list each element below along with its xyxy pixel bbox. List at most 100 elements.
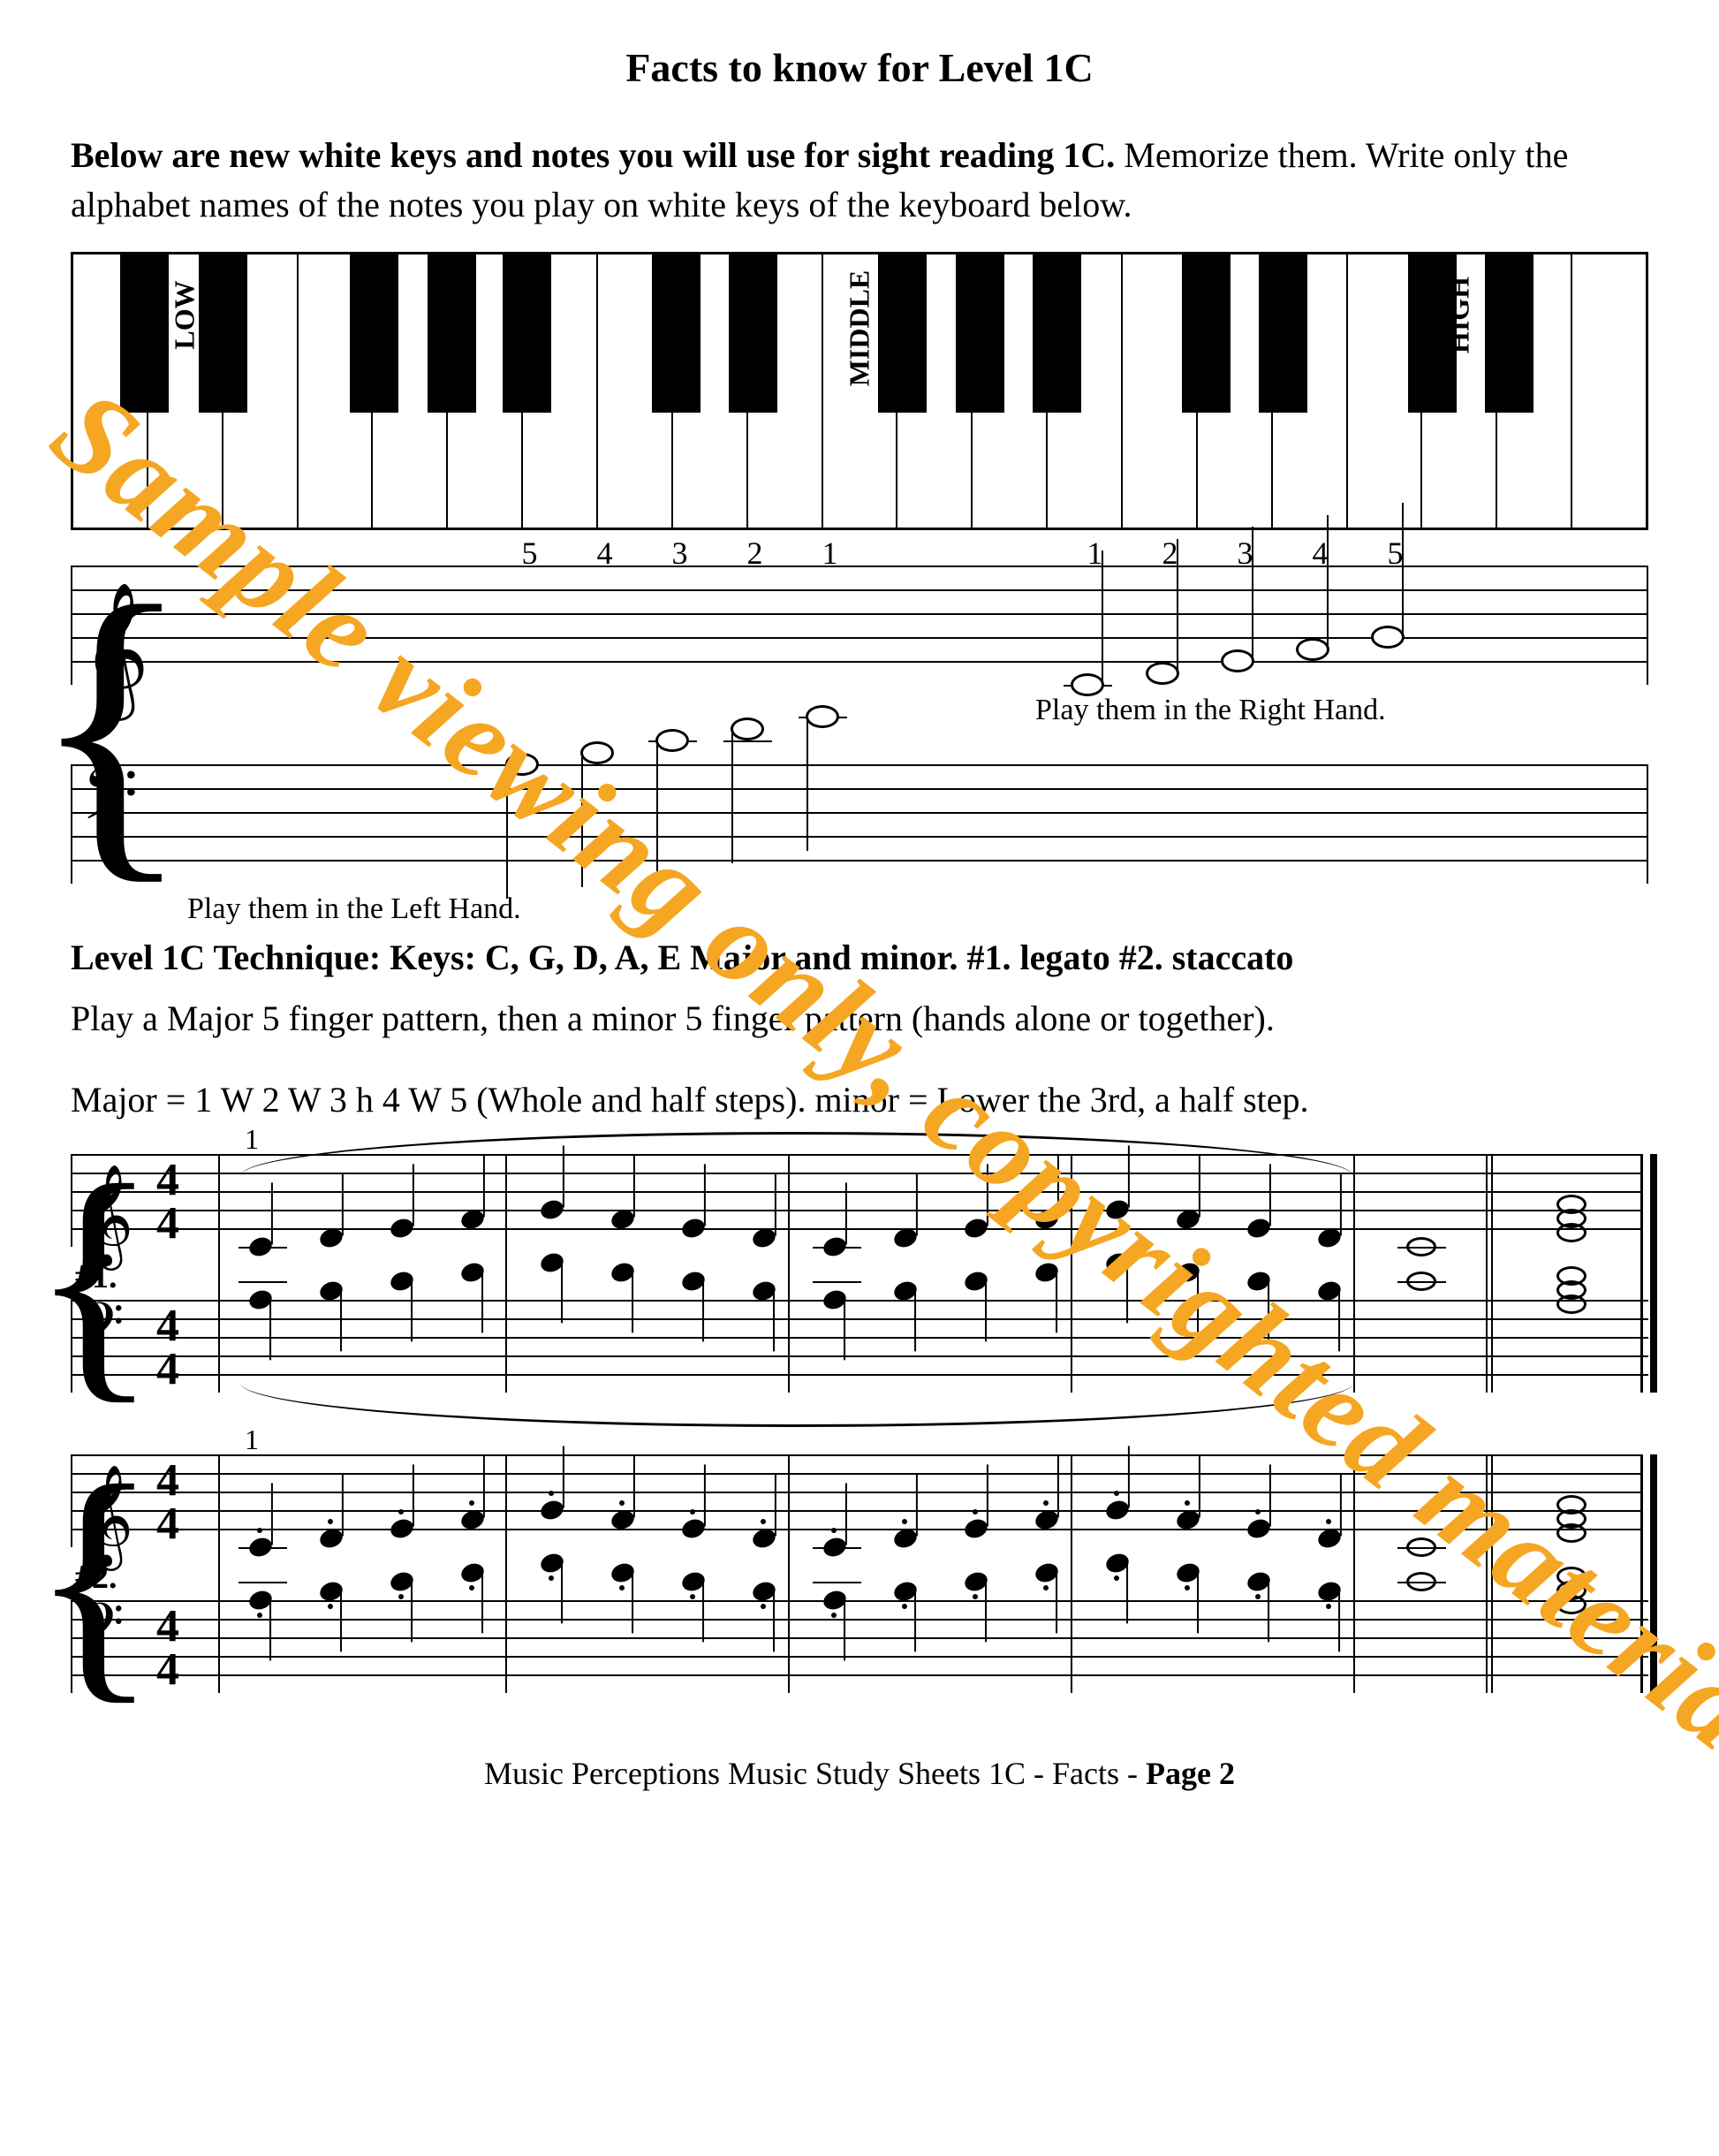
whole-note [731, 717, 764, 740]
technique-keys: Keys: C, G, D, A, E Major and minor. #1.… [390, 938, 1293, 977]
excerpt-label: #1. [75, 1257, 117, 1296]
black-key [1182, 254, 1231, 413]
staccato-dot [549, 1491, 554, 1496]
black-key [1259, 254, 1307, 413]
technique-title: Level 1C Technique: [71, 938, 390, 977]
technique-line1: Play a Major 5 finger pattern, then a mi… [71, 991, 1648, 1046]
slur-mark [240, 1132, 1353, 1176]
staccato-dot [831, 1613, 837, 1618]
whole-note [806, 705, 839, 728]
quarter-note [1245, 1516, 1272, 1541]
black-key [652, 254, 700, 413]
quarter-note [538, 1197, 565, 1222]
staccato-dot [469, 1585, 474, 1590]
bass-staff: 𝄢 Play them in the Left Hand. [71, 764, 1648, 884]
black-key [120, 254, 169, 413]
triad-chord [1556, 1200, 1586, 1242]
staccato-dot [690, 1594, 695, 1599]
staccato-dot [973, 1509, 978, 1515]
staccato-dot [469, 1500, 474, 1506]
treble-staff: 𝄞 54321 12345 Play them in the Right Han… [71, 566, 1648, 685]
staccato-dot [1326, 1519, 1331, 1524]
black-key [729, 254, 777, 413]
staccato-dot [761, 1604, 766, 1609]
whole-note [1296, 638, 1329, 661]
finger-mark: 1 [245, 1423, 259, 1456]
staccato-dot [328, 1604, 333, 1609]
staccato-dot [398, 1594, 404, 1599]
slur-mark [240, 1383, 1353, 1427]
black-key [1485, 254, 1533, 413]
whole-note [1146, 662, 1179, 685]
staccato-dot [1326, 1604, 1331, 1609]
staccato-dot [549, 1575, 554, 1581]
excerpt-bass-staff: 𝄢44 [71, 1300, 1648, 1393]
quarter-note [538, 1498, 565, 1522]
left-hand-caption: Play them in the Left Hand. [187, 892, 521, 926]
technique-line2: Major = 1 W 2 W 3 h 4 W 5 (Whole and hal… [71, 1073, 1648, 1127]
black-key [1033, 254, 1081, 413]
music-excerpt: {𝄞441#1.𝄢44 [71, 1154, 1648, 1393]
excerpt-treble-staff: 𝄞441 [71, 1154, 1648, 1247]
staccato-dot [619, 1585, 625, 1590]
quarter-note [388, 1216, 415, 1241]
intro-paragraph: Below are new white keys and notes you w… [71, 131, 1648, 230]
quarter-note [1103, 1498, 1131, 1522]
staccato-dot [1043, 1585, 1049, 1590]
footer-page: Page 2 [1146, 1756, 1235, 1791]
quarter-note [679, 1516, 707, 1541]
staccato-dot [831, 1528, 837, 1533]
black-key [1408, 254, 1457, 413]
staccato-dot [398, 1509, 404, 1515]
intro-bold: Below are new white keys and notes you w… [71, 135, 1115, 175]
black-key [199, 254, 247, 413]
excerpt-label: #2. [75, 1558, 117, 1597]
time-signature: 44 [156, 1158, 179, 1246]
time-signature: 44 [156, 1605, 179, 1692]
page-title: Facts to know for Level 1C [71, 44, 1648, 91]
triad-chord [1556, 1272, 1586, 1314]
quarter-note [388, 1516, 415, 1541]
staccato-dot [257, 1613, 262, 1618]
staccato-dot [328, 1519, 333, 1524]
black-key [956, 254, 1004, 413]
quarter-note [962, 1216, 989, 1241]
staccato-dot [761, 1519, 766, 1524]
whole-note [1221, 649, 1254, 672]
staccato-dot [973, 1594, 978, 1599]
quarter-note [679, 1216, 707, 1241]
barline [1650, 1454, 1657, 1693]
whole-note [1371, 626, 1405, 649]
staccato-dot [1255, 1509, 1261, 1515]
staccato-dot [902, 1519, 907, 1524]
staccato-dot [1043, 1500, 1049, 1506]
triad-chord [1556, 1572, 1586, 1614]
staccato-dot [1255, 1594, 1261, 1599]
black-key [428, 254, 476, 413]
finger-mark: 1 [245, 1123, 259, 1156]
page-footer: Music Perceptions Music Study Sheets 1C … [71, 1755, 1648, 1792]
time-signature: 44 [156, 1459, 179, 1546]
whole-note [655, 729, 689, 752]
excerpt-bass-staff: 𝄢44 [71, 1600, 1648, 1693]
staccato-dot [1185, 1500, 1190, 1506]
footer-text: Music Perceptions Music Study Sheets 1C … [484, 1756, 1146, 1791]
quarter-note [962, 1516, 989, 1541]
whole-note [505, 753, 539, 776]
staccato-dot [902, 1604, 907, 1609]
staccato-dot [1114, 1575, 1119, 1581]
time-signature: 44 [156, 1304, 179, 1392]
piano-keyboard: LOWMIDDLEHIGH [71, 252, 1648, 530]
quarter-note [1245, 1216, 1272, 1241]
staccato-dot [619, 1500, 625, 1506]
triad-chord [1556, 1500, 1586, 1543]
music-excerpt: {𝄞441#2.𝄢44 [71, 1454, 1648, 1693]
staccato-dot [1185, 1585, 1190, 1590]
black-key [878, 254, 927, 413]
black-key [350, 254, 398, 413]
technique-header: Level 1C Technique: Keys: C, G, D, A, E … [71, 937, 1648, 978]
grand-staff: { 𝄞 54321 12345 Play them in the Right H… [71, 566, 1648, 884]
staccato-dot [257, 1528, 262, 1533]
barline [1650, 1154, 1657, 1393]
excerpt-treble-staff: 𝄞441 [71, 1454, 1648, 1547]
